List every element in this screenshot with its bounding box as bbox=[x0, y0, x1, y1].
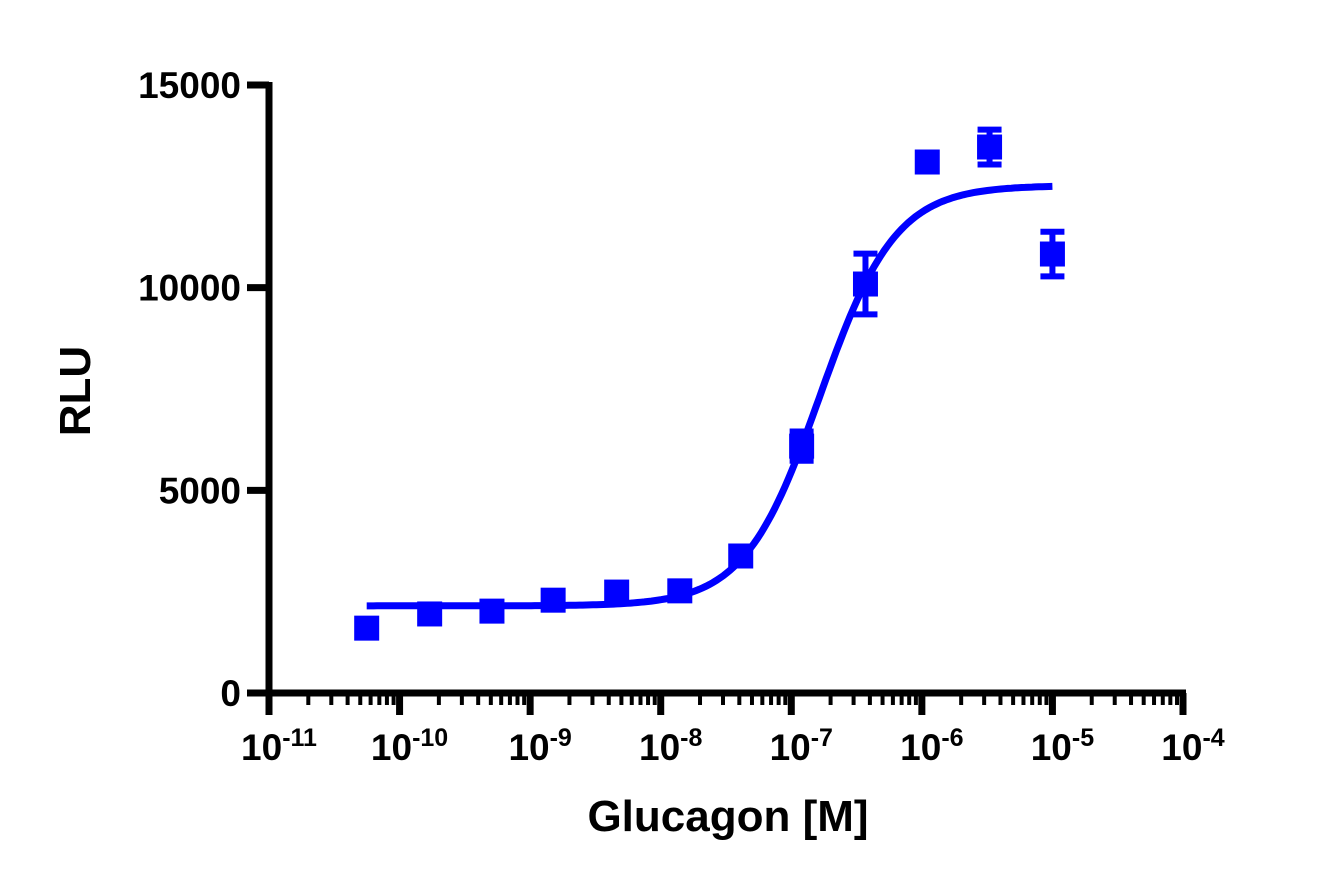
data-point bbox=[728, 543, 754, 569]
y-tick-label: 0 bbox=[220, 673, 241, 714]
x-tick-label: 10-5 bbox=[1031, 724, 1094, 768]
data-point bbox=[667, 578, 693, 604]
data-point bbox=[852, 271, 878, 297]
data-point bbox=[1039, 241, 1065, 267]
data-point bbox=[354, 615, 380, 641]
data-point bbox=[479, 598, 505, 624]
data-point bbox=[540, 587, 566, 613]
y-tick-label: 5000 bbox=[159, 470, 241, 511]
data-point bbox=[604, 579, 630, 605]
x-tick-label: 10-7 bbox=[770, 724, 833, 768]
x-tick-label: 10-11 bbox=[241, 724, 317, 768]
data-point bbox=[417, 601, 443, 627]
y-tick-label: 15000 bbox=[138, 65, 241, 106]
x-axis-title: Glucagon [M] bbox=[587, 792, 868, 841]
y-tick-label: 10000 bbox=[138, 268, 241, 309]
x-tick-label: 10-4 bbox=[1161, 724, 1224, 768]
x-tick-label: 10-9 bbox=[508, 724, 571, 768]
x-tick-label: 10-6 bbox=[900, 724, 963, 768]
x-tick-label: 10-10 bbox=[371, 724, 448, 768]
data-point bbox=[977, 134, 1003, 160]
data-point bbox=[914, 149, 940, 175]
data-point bbox=[789, 433, 815, 459]
y-axis-title: RLU bbox=[51, 346, 100, 436]
x-tick-label: 10-8 bbox=[639, 724, 702, 768]
fit-curve bbox=[366, 182, 1053, 610]
